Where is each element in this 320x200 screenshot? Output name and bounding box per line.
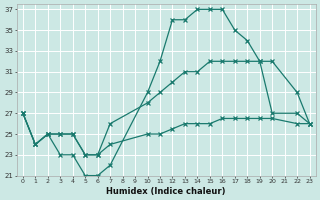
X-axis label: Humidex (Indice chaleur): Humidex (Indice chaleur)	[107, 187, 226, 196]
